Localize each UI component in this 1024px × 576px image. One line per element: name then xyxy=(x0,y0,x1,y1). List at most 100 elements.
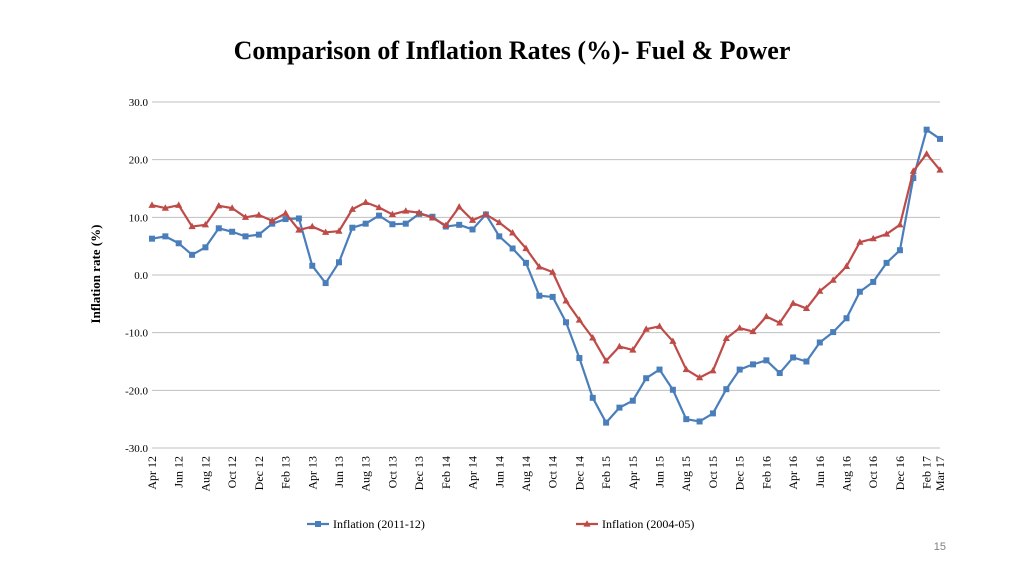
data-point xyxy=(388,210,397,218)
data-point xyxy=(616,404,623,411)
data-point xyxy=(295,215,302,222)
data-point xyxy=(362,198,370,205)
data-point xyxy=(709,366,717,374)
data-point xyxy=(201,221,210,228)
data-point xyxy=(389,221,396,228)
x-tick-label: Apr 13 xyxy=(305,456,319,490)
data-point xyxy=(790,354,797,361)
x-tick-label: Dec 12 xyxy=(252,456,266,490)
data-point xyxy=(629,397,636,404)
legend-item: Inflation (2004-05) xyxy=(576,517,694,531)
data-point xyxy=(509,229,517,236)
data-point xyxy=(375,203,383,211)
data-point xyxy=(816,287,824,294)
data-point xyxy=(295,226,303,233)
data-point xyxy=(428,214,437,221)
chart-title: Comparison of Inflation Rates (%)- Fuel … xyxy=(233,36,791,65)
data-point xyxy=(709,410,716,417)
data-point xyxy=(683,416,690,423)
gridlines xyxy=(152,101,940,449)
data-point xyxy=(242,233,249,240)
x-tick-label: Aug 16 xyxy=(840,456,854,492)
data-point xyxy=(415,208,423,216)
data-point xyxy=(549,293,556,300)
data-point xyxy=(281,209,290,216)
legend-marker xyxy=(315,521,321,527)
x-tick-label: Apr 14 xyxy=(466,456,480,490)
data-point xyxy=(188,222,196,230)
x-tick-label: Dec 15 xyxy=(733,456,747,490)
data-point xyxy=(469,226,476,233)
data-point xyxy=(762,312,770,320)
x-tick-label: Apr 16 xyxy=(786,456,800,490)
x-tick-label: Mar 17 xyxy=(933,456,947,491)
data-point xyxy=(869,234,877,242)
data-point xyxy=(870,278,877,285)
data-point xyxy=(215,202,223,209)
data-point xyxy=(696,418,703,425)
data-point xyxy=(149,235,155,242)
data-point xyxy=(842,262,851,269)
data-point xyxy=(535,263,543,270)
x-tick-label: Feb 14 xyxy=(439,456,453,489)
data-point xyxy=(763,357,770,364)
data-point xyxy=(856,238,864,245)
data-point xyxy=(349,224,356,231)
data-point xyxy=(575,316,583,323)
data-point xyxy=(362,220,369,227)
legend-label: Inflation (2011-12) xyxy=(333,517,425,531)
data-point xyxy=(643,375,650,382)
data-point xyxy=(549,268,557,275)
data-point xyxy=(335,259,342,266)
series-lines xyxy=(148,126,944,426)
y-tick-label: 30.0 xyxy=(129,97,149,109)
data-point xyxy=(655,322,664,329)
data-point xyxy=(563,319,570,326)
slide-number: 15 xyxy=(933,541,946,553)
data-point xyxy=(162,233,169,240)
x-tick-label: Aug 15 xyxy=(679,456,693,492)
x-tick-label: Apr 12 xyxy=(145,456,159,490)
data-point xyxy=(455,203,463,210)
y-tick-label: -10.0 xyxy=(125,328,148,340)
data-point xyxy=(750,361,757,368)
x-tick-label: Oct 13 xyxy=(385,456,399,488)
data-point xyxy=(229,228,236,235)
data-point xyxy=(936,166,944,173)
data-point xyxy=(843,315,850,322)
data-point xyxy=(910,175,917,182)
y-tick-label: 20.0 xyxy=(129,155,149,167)
data-point xyxy=(656,366,663,373)
data-point xyxy=(255,211,263,218)
data-point xyxy=(215,225,222,232)
data-point xyxy=(882,230,891,237)
data-point xyxy=(202,244,209,251)
data-point xyxy=(536,292,543,299)
data-point xyxy=(736,366,743,373)
x-tick-label: Apr 15 xyxy=(626,456,640,490)
data-point xyxy=(482,210,490,218)
x-tick-label: Feb 16 xyxy=(759,456,773,489)
x-tick-label: Oct 16 xyxy=(866,456,880,488)
data-point xyxy=(695,373,704,381)
data-point xyxy=(669,386,676,393)
x-tick-label: Oct 15 xyxy=(706,456,720,488)
data-point xyxy=(802,304,811,312)
legend-label: Inflation (2004-05) xyxy=(602,517,694,531)
x-tick-label: Dec 14 xyxy=(572,456,586,490)
data-point xyxy=(722,334,730,342)
data-point xyxy=(522,244,530,252)
x-tick-label: Jun 15 xyxy=(653,456,667,488)
data-point xyxy=(749,327,757,335)
data-point xyxy=(789,299,797,306)
data-point xyxy=(603,419,610,426)
data-point xyxy=(576,355,583,362)
y-tick-label: -30.0 xyxy=(125,443,148,455)
x-tick-label: Jun 16 xyxy=(813,456,827,488)
data-point xyxy=(309,262,316,269)
data-point xyxy=(803,358,810,365)
x-tick-label: Jun 12 xyxy=(172,456,186,488)
data-point xyxy=(255,231,262,238)
data-point xyxy=(776,319,784,326)
